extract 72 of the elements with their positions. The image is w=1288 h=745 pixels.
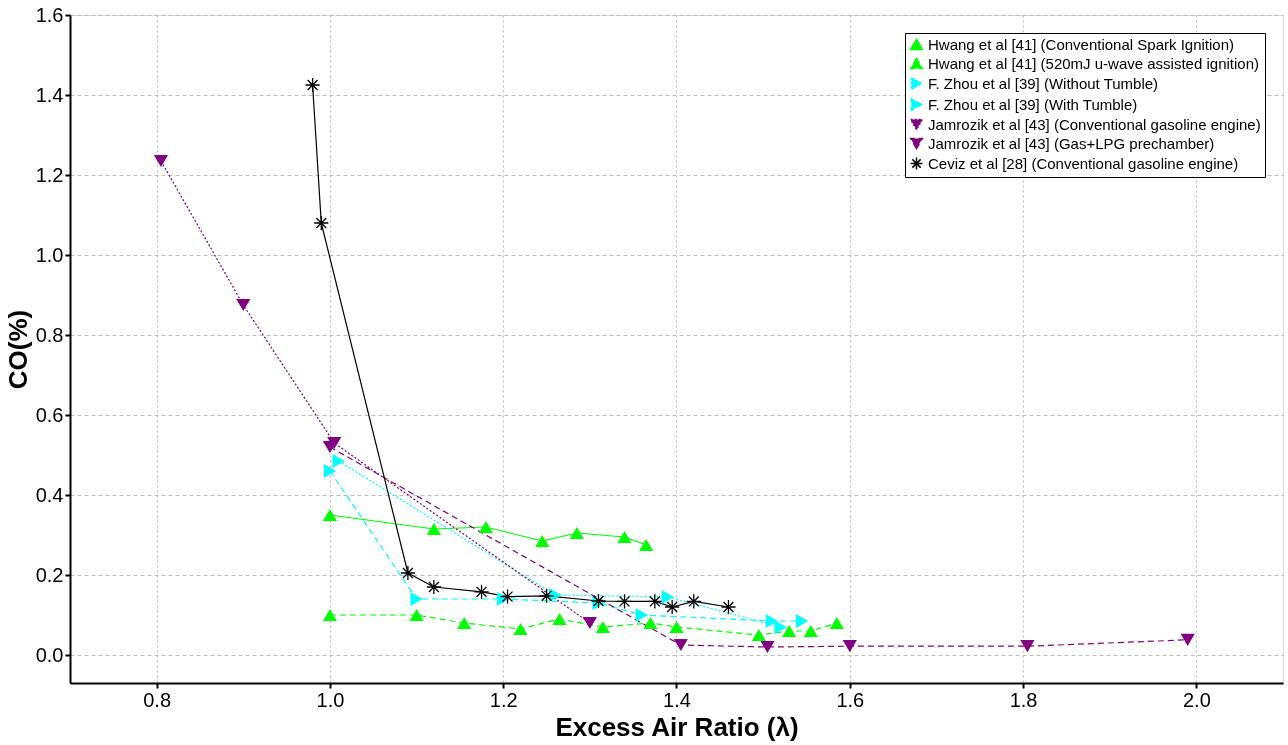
point [426, 522, 441, 536]
y-tick-label: 1.0 [35, 243, 64, 266]
point [313, 215, 329, 231]
y-tick-label: 1.4 [35, 83, 64, 106]
point [457, 616, 472, 630]
point [796, 613, 809, 629]
y-tick-label: 1.6 [35, 3, 64, 26]
legend-label: Hwang et al [41] (Conventional Spark Ignition) [928, 35, 1235, 53]
point [803, 624, 818, 638]
legend-label: F. Zhou et al [39] (Without Tumble) [928, 74, 1159, 92]
point [569, 526, 584, 540]
legend-label: Ceviz et al [28] (Conventional gasoline engine) [928, 154, 1239, 172]
point [478, 520, 493, 534]
y-tick-label: 0.6 [35, 403, 64, 426]
point [661, 589, 674, 605]
point [322, 608, 337, 622]
point [535, 534, 550, 548]
point [538, 588, 555, 604]
y-tick-label: 0.4 [35, 483, 64, 506]
point [332, 453, 345, 469]
point [643, 616, 658, 630]
y-tick-label: 0.8 [35, 323, 64, 346]
x-tick-label: 1.8 [1009, 688, 1038, 711]
point [616, 593, 633, 610]
point [829, 616, 844, 630]
x-tick-label: 1.2 [489, 688, 518, 711]
point [639, 538, 654, 552]
y-axis-title: CO(%) [2, 309, 33, 390]
point [513, 622, 528, 636]
point [842, 640, 857, 653]
point [720, 599, 737, 615]
legend-label: Jamrozik et al [43] (Conventional gasoline engine) [928, 115, 1261, 133]
y-tick-label: 0.0 [35, 643, 64, 666]
x-tick-label: 0.8 [143, 688, 172, 711]
point [617, 530, 632, 544]
point [323, 463, 337, 479]
point [765, 613, 778, 629]
point [664, 599, 680, 615]
x-tick-label: 1.0 [316, 688, 345, 711]
point [760, 640, 775, 654]
x-tick-label: 1.4 [663, 688, 691, 711]
point [409, 608, 424, 622]
point [1020, 640, 1035, 653]
point [751, 628, 766, 642]
point [686, 593, 702, 610]
y-tick-label: 1.2 [35, 163, 64, 186]
point [782, 624, 797, 638]
point [400, 565, 416, 581]
point [673, 638, 688, 652]
point [304, 77, 321, 93]
point [153, 154, 169, 168]
legend-label: Jamrozik et al [43] (Gas+LPG prechamber) [928, 134, 1215, 152]
point [236, 298, 251, 312]
point [1180, 633, 1195, 646]
point [499, 588, 516, 605]
point [410, 591, 423, 607]
x-tick-label: 2.0 [1182, 688, 1211, 711]
point [595, 620, 610, 634]
point [322, 508, 337, 522]
y-tick-label: 0.2 [35, 563, 64, 586]
x-tick-label: 1.6 [836, 688, 865, 711]
point [635, 607, 648, 623]
point [552, 612, 567, 626]
legend-label: F. Zhou et al [39] (With Tumble) [928, 95, 1138, 113]
point [669, 620, 684, 634]
point [426, 579, 442, 595]
point [582, 616, 597, 630]
point [774, 619, 787, 635]
point [647, 593, 663, 610]
legend-label: Hwang et al [41] (520mJ u-wave assisted ignition) [928, 54, 1259, 72]
x-axis-title: Excess Air Ratio (λ) [555, 711, 799, 742]
point [473, 584, 490, 600]
